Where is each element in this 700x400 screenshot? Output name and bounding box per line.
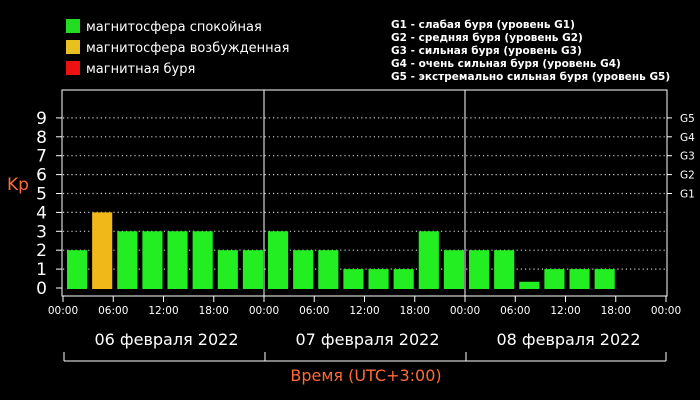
y-tick-label: 4 bbox=[36, 203, 47, 223]
kp-bar bbox=[393, 269, 414, 289]
legend-label-quiet: магнитосфера спокойная bbox=[86, 20, 262, 35]
storm-level-g3: G3 - сильная буря (уровень G3) bbox=[391, 45, 582, 57]
x-tick-label: 06:00 bbox=[98, 305, 128, 317]
legend-swatch-active bbox=[66, 40, 80, 54]
x-axis-title: Время (UTC+3:00) bbox=[290, 366, 441, 385]
kp-bar bbox=[242, 250, 263, 289]
kp-bar bbox=[519, 281, 540, 289]
legend: магнитосфера спокойная магнитосфера возб… bbox=[66, 19, 289, 77]
x-tick-label: 18:00 bbox=[601, 305, 631, 317]
x-tick-label: 18:00 bbox=[199, 305, 229, 317]
y-tick-label: 6 bbox=[36, 166, 47, 186]
y-tick-label: 8 bbox=[36, 128, 47, 148]
kp-bar bbox=[569, 269, 590, 289]
day-label: 07 февраля 2022 bbox=[295, 330, 439, 349]
x-tick-label: 00:00 bbox=[450, 305, 480, 317]
legend-swatch-storm bbox=[66, 61, 80, 75]
kp-bar bbox=[443, 250, 464, 289]
x-tick-label: 00:00 bbox=[249, 305, 279, 317]
grid-lines bbox=[63, 90, 666, 296]
legend-label-storm: магнитная буря bbox=[86, 62, 195, 77]
x-tick-label: 12:00 bbox=[349, 305, 379, 317]
kp-bar bbox=[67, 250, 88, 289]
kp-bar bbox=[368, 269, 389, 289]
y-tick-label: 5 bbox=[36, 185, 47, 205]
legend-swatch-quiet bbox=[66, 19, 80, 33]
g-tick-label: G4 bbox=[680, 132, 695, 144]
kp-bar bbox=[117, 231, 138, 289]
y-tick-label: 7 bbox=[36, 147, 47, 167]
kp-bar bbox=[192, 231, 213, 289]
g-tick-label: G3 bbox=[680, 151, 695, 163]
kp-bar bbox=[418, 231, 439, 289]
kp-bar bbox=[343, 269, 364, 289]
kp-bar bbox=[594, 269, 615, 289]
y-tick-label: 1 bbox=[36, 260, 47, 280]
bars bbox=[67, 212, 615, 289]
day-label: 08 февраля 2022 bbox=[496, 330, 640, 349]
kp-bar bbox=[469, 250, 490, 289]
y-tick-label: 2 bbox=[36, 241, 47, 261]
kp-bar bbox=[293, 250, 314, 289]
x-tick-label: 12:00 bbox=[148, 305, 178, 317]
y-tick-label: 3 bbox=[36, 222, 47, 242]
day-label: 06 февраля 2022 bbox=[94, 330, 238, 349]
storm-level-g4: G4 - очень сильная буря (уровень G4) bbox=[391, 58, 621, 70]
x-tick-label: 00:00 bbox=[651, 305, 681, 317]
x-tick-label: 00:00 bbox=[48, 305, 78, 317]
storm-level-g1: G1 - слабая буря (уровень G1) bbox=[391, 19, 575, 31]
y-tick-label: 9 bbox=[36, 109, 47, 129]
g-tick-label: G2 bbox=[680, 170, 695, 182]
x-tick-label: 06:00 bbox=[299, 305, 329, 317]
g-tick-label: G5 bbox=[680, 113, 695, 125]
g-tick-label: G1 bbox=[680, 189, 695, 201]
kp-bar bbox=[544, 269, 565, 289]
x-tick-label: 06:00 bbox=[500, 305, 530, 317]
kp-bar bbox=[217, 250, 238, 289]
kp-bar bbox=[318, 250, 339, 289]
kp-bar bbox=[142, 231, 163, 289]
x-tick-label: 12:00 bbox=[550, 305, 580, 317]
kp-bar bbox=[268, 231, 289, 289]
y-axis-title: Kp bbox=[7, 175, 29, 195]
storm-level-legend: G1 - слабая буря (уровень G1) G2 - средн… bbox=[391, 19, 670, 83]
x-tick-label: 18:00 bbox=[400, 305, 430, 317]
kp-bar bbox=[494, 250, 515, 289]
day-labels: 06 февраля 2022 07 февраля 2022 08 февраля… bbox=[63, 330, 667, 361]
kp-bar bbox=[167, 231, 188, 289]
storm-level-g5: G5 - экстремально сильная буря (уровень … bbox=[391, 71, 670, 83]
y-tick-label: 0 bbox=[36, 279, 47, 299]
kp-bar bbox=[92, 212, 113, 289]
legend-label-active: магнитосфера возбужденная bbox=[86, 41, 289, 56]
storm-level-g2: G2 - средняя буря (уровень G2) bbox=[391, 32, 583, 44]
